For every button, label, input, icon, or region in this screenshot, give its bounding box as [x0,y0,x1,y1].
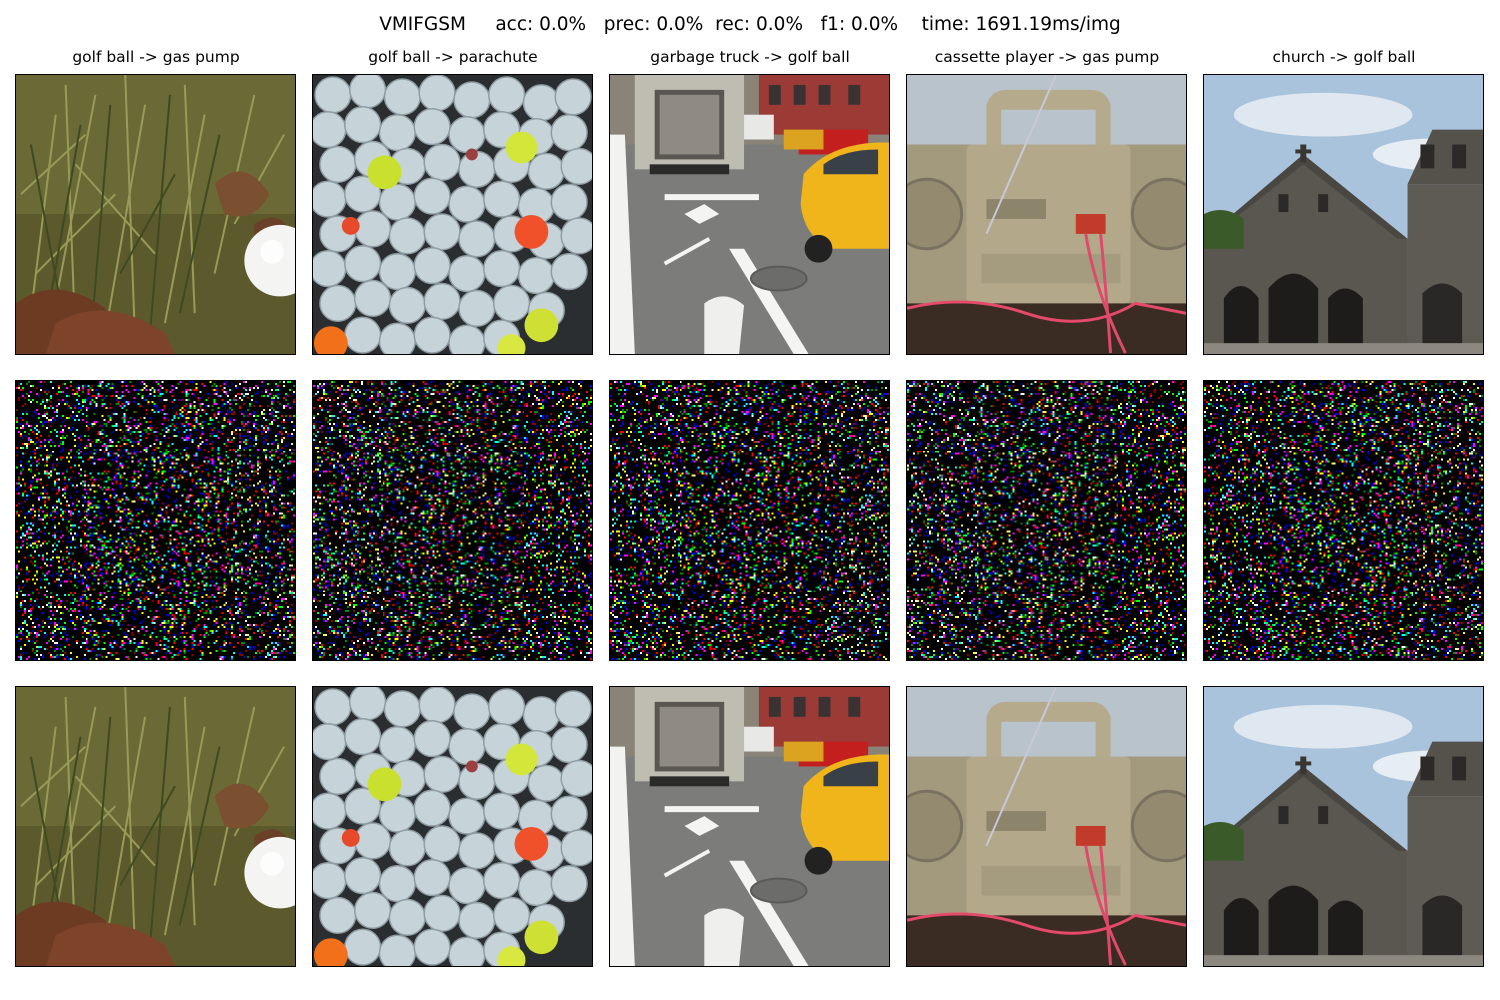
original-image-pile-of-golf-balls [312,74,593,355]
perturbation-noise-4 [906,380,1187,661]
noise-canvas-3 [610,381,889,660]
adversarial-image-city-street-garbage-truck [609,686,890,967]
noise-canvas-4 [907,381,1186,660]
figure-title: VMIFGSM acc: 0.0% prec: 0.0% rec: 0.0% f… [379,14,1121,35]
noise-canvas-2 [313,381,592,660]
perturbation-noise-5 [1203,380,1484,661]
noise-canvas-1 [16,381,295,660]
column-title-2: golf ball -> parachute [368,48,538,66]
original-image-golf-ball-in-grass [15,74,296,355]
perturbation-noise-2 [312,380,593,661]
adversarial-image-golf-ball-in-grass [15,686,296,967]
noise-canvas-5 [1204,381,1483,660]
adversarial-image-pile-of-golf-balls [312,686,593,967]
adversarial-image-boombox-cassette-player [906,686,1187,967]
perturbation-noise-1 [15,380,296,661]
original-image-boombox-cassette-player [906,74,1187,355]
adversarial-image-stone-church [1203,686,1484,967]
column-title-5: church -> golf ball [1272,48,1416,66]
original-image-stone-church [1203,74,1484,355]
column-title-3: garbage truck -> golf ball [650,48,850,66]
column-title-4: cassette player -> gas pump [934,48,1160,66]
perturbation-noise-3 [609,380,890,661]
column-title-1: golf ball -> gas pump [72,48,240,66]
original-image-city-street-garbage-truck [609,74,890,355]
